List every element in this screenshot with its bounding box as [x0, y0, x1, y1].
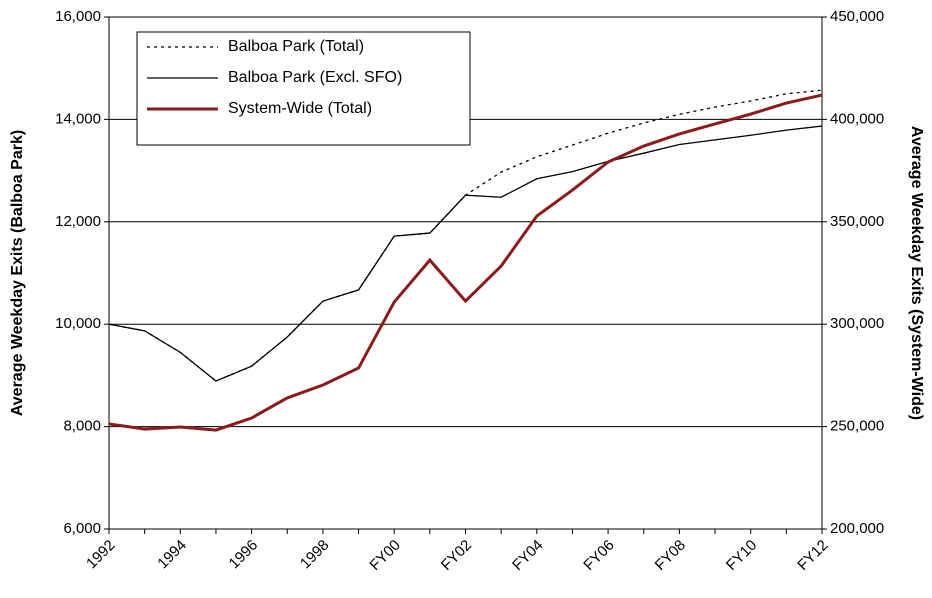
- x-tick-label: FY06: [580, 537, 617, 574]
- x-tick-label: 1996: [226, 537, 262, 573]
- y-tick-label: 6,000: [63, 520, 101, 537]
- legend-label: System-Wide (Total): [228, 100, 372, 117]
- y-tick-label: 14,000: [55, 110, 101, 127]
- x-tick-label: FY04: [509, 537, 546, 574]
- x-tick-label: 1992: [83, 537, 119, 573]
- legend-label: Balboa Park (Excl. SFO): [228, 69, 402, 86]
- y-tick-label: 12,000: [55, 213, 101, 230]
- y2-axis-title: Average Weekday Exits (System-Wide): [908, 126, 925, 420]
- x-tick-label: FY08: [652, 537, 689, 574]
- y2-tick-label: 350,000: [830, 213, 884, 230]
- legend-label: Balboa Park (Total): [228, 38, 364, 55]
- y2-tick-label: 250,000: [830, 418, 884, 435]
- series-line: [108, 93, 823, 432]
- x-tick-label: FY02: [438, 537, 475, 574]
- series-line: [108, 125, 823, 382]
- y2-tick-label: 450,000: [830, 8, 884, 25]
- y-tick-label: 16,000: [55, 8, 101, 25]
- y-axis-title: Average Weekday Exits (Balboa Park): [9, 130, 26, 416]
- y-tick-label: 10,000: [55, 315, 101, 332]
- x-tick-label: 1994: [154, 537, 190, 573]
- legend-box: [136, 31, 471, 146]
- y2-tick-label: 400,000: [830, 110, 884, 127]
- x-tick-label: 1998: [297, 537, 333, 573]
- x-tick-label: FY12: [794, 537, 831, 574]
- x-tick-label: FY00: [366, 537, 403, 574]
- y2-tick-label: 200,000: [830, 520, 884, 537]
- y2-tick-label: 300,000: [830, 315, 884, 332]
- x-tick-label: FY10: [723, 537, 760, 574]
- y-tick-label: 8,000: [63, 418, 101, 435]
